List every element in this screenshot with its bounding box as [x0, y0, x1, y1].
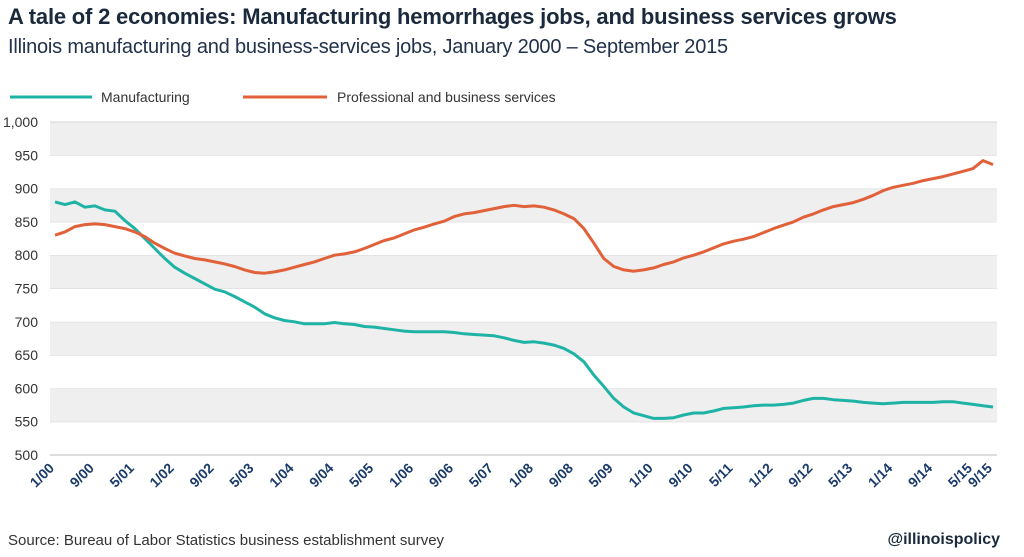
x-tick-label: 1/04: [266, 460, 297, 491]
grid-band: [50, 388, 997, 422]
x-tick-label: 5/09: [585, 460, 616, 491]
x-tick-label: 1/02: [146, 460, 177, 491]
x-tick-label: 9/12: [785, 460, 816, 491]
grid-band: [50, 255, 997, 289]
legend: Manufacturing Professional and business …: [10, 89, 556, 105]
grid-bands: [50, 121, 997, 456]
x-tick-label: 9/06: [426, 460, 457, 491]
chart-subtitle: Illinois manufacturing and business-serv…: [8, 36, 728, 58]
x-tick-label: 9/14: [905, 460, 936, 491]
series-line-manufacturing: [54, 200, 994, 420]
source-note: Source: Bureau of Labor Statistics busin…: [8, 532, 445, 549]
x-tick-label: 9/00: [66, 460, 97, 491]
x-tick-label: 9/08: [545, 460, 576, 491]
y-tick-label: 1,000: [3, 114, 38, 130]
x-tick-label: 5/03: [226, 460, 257, 491]
x-tick-label: 1/10: [625, 460, 656, 491]
brand-handle: @illinoispolicy: [887, 531, 1000, 548]
x-tick-label: 1/06: [386, 460, 417, 491]
grid-band: [50, 355, 997, 389]
y-tick-label: 650: [15, 347, 39, 363]
grid-band: [50, 155, 997, 189]
grid-band: [50, 221, 997, 256]
grid-band: [50, 321, 997, 356]
x-tick-label: 1/14: [865, 460, 896, 491]
series-line-business-services: [54, 159, 994, 275]
y-tick-label: 800: [15, 247, 39, 263]
x-tick-label: 5/01: [106, 460, 137, 491]
x-tick-label: 5/07: [466, 460, 497, 491]
x-tick-label: 9/04: [306, 460, 337, 491]
x-tick-label: 9/15: [965, 460, 996, 491]
x-tick-label: 5/13: [825, 460, 856, 491]
y-tick-label: 700: [15, 314, 39, 330]
x-axis: 1/00 9/00 5/01 1/02 9/02 5/03 1/04 9/04 5/05 1/06…: [27, 460, 996, 491]
y-tick-label: 900: [15, 181, 39, 197]
y-tick-label: 600: [15, 380, 39, 396]
x-tick-label: 1/12: [745, 460, 776, 491]
y-tick-label: 500: [15, 447, 39, 463]
y-tick-label: 550: [15, 414, 39, 430]
y-tick-label: 750: [15, 281, 39, 297]
x-tick-label: 9/02: [186, 460, 217, 491]
chart-title: A tale of 2 economies: Manufacturing hem…: [8, 4, 897, 29]
y-tick-label: 850: [15, 214, 39, 230]
y-axis: 1,000 950 900 850 800 750 700 650 600 550 500: [3, 114, 38, 463]
grid-band: [50, 122, 997, 156]
series-lines: [54, 159, 994, 420]
y-tick-label: 950: [15, 147, 39, 163]
grid-band: [50, 421, 997, 455]
x-tick-label: 1/00: [27, 460, 58, 491]
x-tick-label: 9/10: [665, 460, 696, 491]
legend-label-manufacturing: Manufacturing: [101, 89, 190, 105]
grid-band: [50, 288, 997, 322]
x-tick-label: 5/11: [706, 460, 736, 490]
x-tick-label: 1/08: [506, 460, 537, 491]
x-tick-label: 5/05: [346, 460, 377, 491]
legend-label-business-services: Professional and business services: [337, 89, 556, 105]
